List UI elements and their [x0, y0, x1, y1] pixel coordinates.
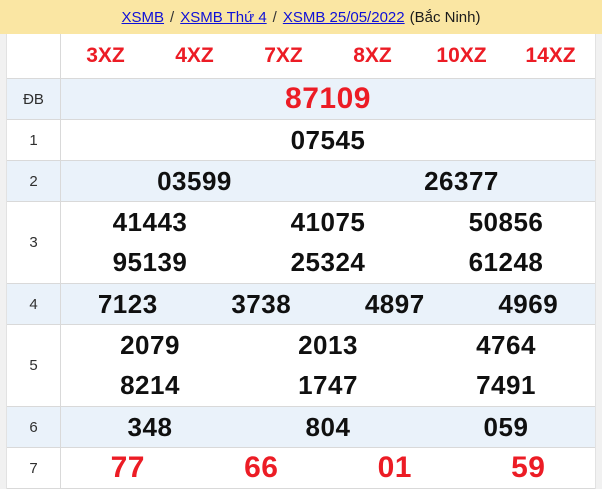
column-header: 7XZ: [264, 44, 303, 67]
row-values: 2079 2013 4764 8214 1747 7491: [61, 325, 595, 406]
breadcrumb-link-weekday[interactable]: XSMB Thứ 4: [180, 8, 267, 26]
table-row-4: 4 7123 3738 4897 4969: [7, 284, 595, 325]
prize-line: 87109: [61, 79, 595, 119]
row-label: ĐB: [7, 79, 61, 119]
prize-line: 8214 1747 7491: [61, 366, 595, 407]
prize-number: 7491: [476, 370, 536, 401]
breadcrumb-province: (Bắc Ninh): [409, 8, 481, 26]
prize-line: 7123 3738 4897 4969: [61, 284, 595, 324]
prize-line: 2079 2013 4764: [61, 325, 595, 366]
column-header: 4XZ: [175, 44, 214, 67]
prize-number: 95139: [112, 247, 188, 278]
breadcrumb: XSMB / XSMB Thứ 4 / XSMB 25/05/2022 (Bắc Ninh…: [0, 0, 602, 34]
results-table-body: ĐB 87109 1 07545 2 03599 26377 3 41443 41075 50856…: [7, 79, 595, 489]
table-row-1: 1 07545: [7, 120, 595, 161]
results-table-header: 3XZ 4XZ 7XZ 8XZ 10XZ 14XZ: [7, 34, 595, 79]
table-row-6: 6 348 804 059: [7, 407, 595, 448]
prize-line: 348 804 059: [61, 407, 595, 447]
prize-number: 26377: [424, 165, 499, 196]
prize-number: 348: [127, 411, 173, 442]
header-cells: 3XZ 4XZ 7XZ 8XZ 10XZ 14XZ: [61, 34, 595, 78]
prize-number: 804: [305, 411, 351, 442]
prize-line: 77 66 01 59: [61, 448, 595, 488]
column-header: 3XZ: [86, 44, 125, 67]
prize-number: 4897: [364, 288, 425, 319]
row-label: 4: [7, 284, 61, 324]
prize-number: 41075: [290, 206, 366, 237]
table-row-2: 2 03599 26377: [7, 161, 595, 202]
prize-line: 95139 25324 61248: [61, 243, 595, 284]
table-row-7: 7 77 66 01 59: [7, 448, 595, 489]
prize-number: 4764: [476, 329, 536, 360]
prize-line: 07545: [61, 120, 595, 160]
row-label: 7: [7, 448, 61, 488]
column-header: 14XZ: [525, 44, 576, 67]
results-table-zone: 3XZ 4XZ 7XZ 8XZ 10XZ 14XZ ĐB 87109 1 07545 2 03599…: [0, 34, 602, 489]
prize-number: 4969: [498, 288, 559, 319]
prize-number: 7123: [97, 288, 158, 319]
row-values: 03599 26377: [61, 161, 595, 201]
row-label: 3: [7, 202, 61, 283]
row-label: 1: [7, 120, 61, 160]
prize-number: 59: [511, 451, 546, 484]
breadcrumb-link-date[interactable]: XSMB 25/05/2022: [282, 8, 405, 26]
prize-line: 03599 26377: [61, 161, 595, 201]
prize-number: 61248: [468, 247, 544, 278]
table-row-5: 5 2079 2013 4764 8214 1747 7491: [7, 325, 595, 407]
prize-number: 01: [377, 451, 412, 484]
prize-number: 07545: [290, 124, 366, 155]
prize-number: 41443: [112, 206, 188, 237]
row-values: 348 804 059: [61, 407, 595, 447]
breadcrumb-separator: /: [170, 8, 175, 26]
row-values: 07545: [61, 120, 595, 160]
prize-number: 50856: [468, 206, 544, 237]
prize-number: 03599: [157, 165, 232, 196]
row-values: 7123 3738 4897 4969: [61, 284, 595, 324]
row-values: 77 66 01 59: [61, 448, 595, 488]
prize-number: 059: [483, 411, 529, 442]
row-label: 5: [7, 325, 61, 406]
row-label: 2: [7, 161, 61, 201]
table-row-ĐB: ĐB 87109: [7, 79, 595, 120]
prize-number: 77: [110, 451, 145, 484]
row-label: 6: [7, 407, 61, 447]
prize-number: 87109: [285, 82, 371, 115]
prize-number: 3738: [231, 288, 292, 319]
prize-number: 2013: [298, 329, 358, 360]
prize-number: 66: [244, 451, 279, 484]
prize-number: 25324: [290, 247, 366, 278]
prize-line: 41443 41075 50856: [61, 202, 595, 243]
column-header: 8XZ: [353, 44, 392, 67]
results-table: 3XZ 4XZ 7XZ 8XZ 10XZ 14XZ ĐB 87109 1 07545 2 03599…: [6, 34, 596, 489]
breadcrumb-link-xsmb[interactable]: XSMB: [121, 8, 165, 26]
column-header: 10XZ: [436, 44, 487, 67]
header-label-spacer: [7, 34, 61, 78]
row-values: 41443 41075 50856 95139 25324 61248: [61, 202, 595, 283]
table-row-3: 3 41443 41075 50856 95139 25324 61248: [7, 202, 595, 284]
prize-number: 2079: [120, 329, 180, 360]
prize-number: 8214: [120, 370, 180, 401]
page-bottom-whitespace: [0, 489, 602, 494]
breadcrumb-separator: /: [272, 8, 277, 26]
row-values: 87109: [61, 79, 595, 119]
prize-number: 1747: [298, 370, 358, 401]
